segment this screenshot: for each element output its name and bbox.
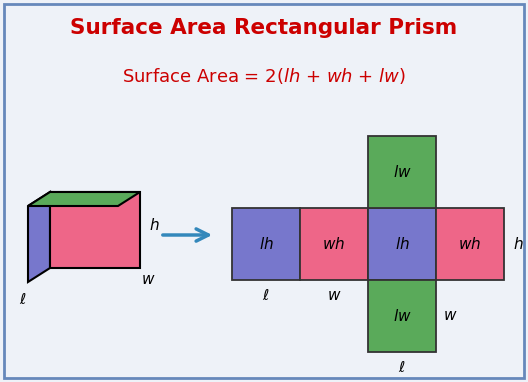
Text: $w$: $w$ bbox=[327, 288, 341, 304]
Text: $\it{lw}$: $\it{lw}$ bbox=[393, 164, 411, 180]
Bar bbox=[368, 208, 436, 280]
Text: $\it{lh}$: $\it{lh}$ bbox=[394, 236, 409, 252]
Text: $\ell$: $\ell$ bbox=[398, 361, 406, 376]
Bar bbox=[368, 136, 436, 208]
Bar bbox=[436, 208, 504, 280]
Text: $w$: $w$ bbox=[141, 272, 155, 288]
Bar bbox=[232, 208, 300, 280]
Polygon shape bbox=[28, 192, 140, 206]
Text: $h$: $h$ bbox=[513, 236, 523, 252]
Text: Surface Area = 2($\mathit{lh}$ + $\mathit{wh}$ + $\mathit{lw}$): Surface Area = 2($\mathit{lh}$ + $\mathi… bbox=[122, 66, 406, 86]
Text: $\it{wh}$: $\it{wh}$ bbox=[323, 236, 345, 252]
Text: $w$: $w$ bbox=[443, 309, 457, 324]
Text: $\ell$: $\ell$ bbox=[19, 293, 27, 308]
FancyBboxPatch shape bbox=[4, 4, 524, 378]
Polygon shape bbox=[28, 192, 50, 282]
Text: $\it{lh}$: $\it{lh}$ bbox=[259, 236, 274, 252]
Text: $\it{lw}$: $\it{lw}$ bbox=[393, 308, 411, 324]
Text: $\it{wh}$: $\it{wh}$ bbox=[458, 236, 482, 252]
Text: $\ell$: $\ell$ bbox=[262, 288, 270, 304]
Bar bbox=[368, 280, 436, 352]
Text: Surface Area Rectangular Prism: Surface Area Rectangular Prism bbox=[70, 18, 458, 38]
Bar bbox=[300, 208, 368, 280]
Polygon shape bbox=[50, 192, 140, 268]
Text: $h$: $h$ bbox=[149, 217, 159, 233]
